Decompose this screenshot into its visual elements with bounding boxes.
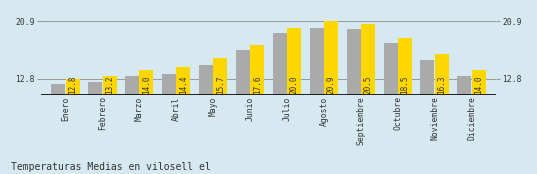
- Text: 20.0: 20.0: [289, 76, 299, 94]
- Bar: [66, 79, 79, 95]
- Bar: [140, 70, 154, 95]
- Text: 18.5: 18.5: [401, 76, 409, 94]
- Text: 12.8: 12.8: [68, 76, 77, 94]
- Bar: [398, 38, 412, 95]
- Bar: [162, 74, 176, 95]
- Text: Temperaturas Medias en vilosell el: Temperaturas Medias en vilosell el: [11, 162, 211, 172]
- Text: 15.7: 15.7: [216, 76, 225, 94]
- Text: 13.2: 13.2: [105, 76, 114, 94]
- Text: 20.5: 20.5: [364, 76, 373, 94]
- Text: 20.9: 20.9: [326, 76, 336, 94]
- Bar: [88, 82, 102, 95]
- Bar: [199, 65, 213, 95]
- Bar: [361, 24, 375, 95]
- Bar: [176, 67, 191, 95]
- Bar: [250, 45, 264, 95]
- Bar: [471, 70, 486, 95]
- Bar: [213, 58, 227, 95]
- Bar: [310, 28, 324, 95]
- Bar: [420, 60, 434, 95]
- Bar: [383, 43, 397, 95]
- Bar: [324, 21, 338, 95]
- Text: 14.0: 14.0: [142, 76, 151, 94]
- Bar: [458, 76, 471, 95]
- Bar: [125, 76, 139, 95]
- Text: 14.4: 14.4: [179, 76, 188, 94]
- Bar: [435, 54, 449, 95]
- Bar: [236, 50, 250, 95]
- Bar: [103, 76, 117, 95]
- Text: 16.3: 16.3: [437, 76, 446, 94]
- Bar: [51, 84, 66, 95]
- Bar: [287, 28, 301, 95]
- Bar: [346, 29, 361, 95]
- Text: 17.6: 17.6: [253, 76, 262, 94]
- Bar: [273, 33, 287, 95]
- Text: 14.0: 14.0: [474, 76, 483, 94]
